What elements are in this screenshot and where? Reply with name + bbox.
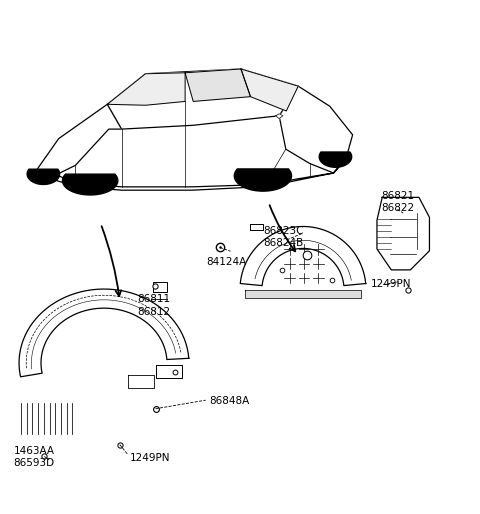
- Text: 1249PN: 1249PN: [130, 453, 171, 463]
- Polygon shape: [108, 73, 185, 105]
- Polygon shape: [156, 365, 182, 378]
- Polygon shape: [234, 169, 291, 191]
- Polygon shape: [128, 375, 154, 388]
- Polygon shape: [34, 159, 346, 190]
- Text: 86848A: 86848A: [209, 396, 249, 406]
- Text: 86823C
86824B: 86823C 86824B: [263, 226, 303, 248]
- Text: 86811
86812: 86811 86812: [137, 294, 170, 317]
- Text: 1463AA
86593D: 1463AA 86593D: [13, 446, 54, 468]
- Text: 86821
86822: 86821 86822: [381, 191, 414, 213]
- Polygon shape: [319, 152, 352, 167]
- Polygon shape: [19, 289, 189, 377]
- Text: 1249PN: 1249PN: [371, 280, 412, 289]
- Polygon shape: [250, 224, 263, 230]
- Polygon shape: [276, 114, 283, 119]
- Polygon shape: [377, 197, 430, 270]
- Polygon shape: [34, 104, 121, 178]
- Polygon shape: [153, 282, 167, 291]
- Polygon shape: [240, 227, 366, 286]
- Polygon shape: [241, 69, 298, 111]
- Polygon shape: [62, 174, 118, 195]
- Polygon shape: [185, 69, 251, 101]
- Polygon shape: [279, 86, 353, 173]
- Text: 84124A: 84124A: [206, 256, 247, 267]
- Polygon shape: [108, 69, 298, 129]
- Polygon shape: [27, 169, 60, 185]
- Polygon shape: [245, 290, 361, 298]
